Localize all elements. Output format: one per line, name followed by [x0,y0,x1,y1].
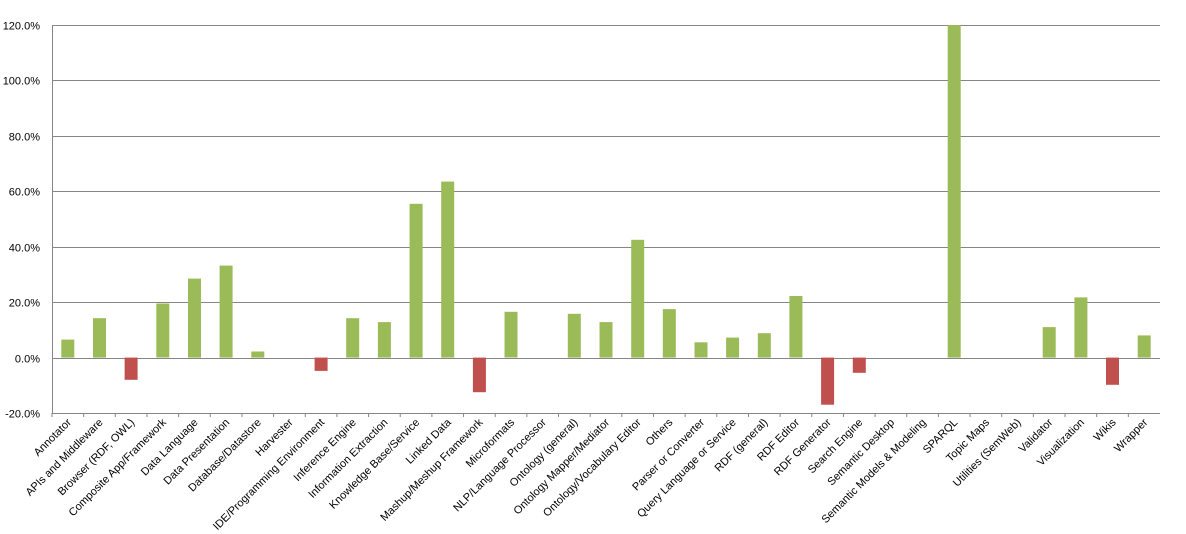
bar [504,311,518,358]
bar [314,357,328,371]
x-category-label: Wrapper [1112,416,1150,454]
bar [409,203,423,358]
bar [124,357,138,380]
bar [441,181,455,358]
bar [377,322,391,358]
bar [631,239,645,358]
bar [219,265,233,358]
bar [251,351,265,358]
bar [472,357,486,393]
x-category-label: Wikis [1092,416,1119,443]
bar [567,313,581,358]
y-tick-label: -20.0% [5,409,40,421]
y-tick-label: 120.0% [3,21,41,33]
y-tick-label: 40.0% [9,243,40,255]
bar [61,339,75,358]
bar [188,278,201,358]
bar [1042,327,1056,358]
y-tick-label: 100.0% [3,76,41,88]
bar [757,333,771,358]
bar [947,25,961,358]
x-category-label: Search Engine [806,417,866,477]
bar [93,318,106,358]
x-category-label: Data Language [139,417,201,479]
bar [726,337,740,358]
y-tick-label: 60.0% [9,187,40,199]
y-tick-label: 80.0% [9,132,40,144]
bar [694,342,708,358]
bar [156,303,170,358]
y-tick-label: 0.0% [15,354,40,366]
bar [1137,335,1151,358]
bar [662,309,676,358]
y-tick-label: 20.0% [9,298,40,310]
bar [346,318,360,358]
bar [821,357,835,405]
bar [789,296,803,358]
bar [1106,357,1119,385]
x-category-label: RDF Generator [772,416,834,478]
bar [852,357,866,373]
bar [1074,297,1088,358]
bar [599,322,613,358]
